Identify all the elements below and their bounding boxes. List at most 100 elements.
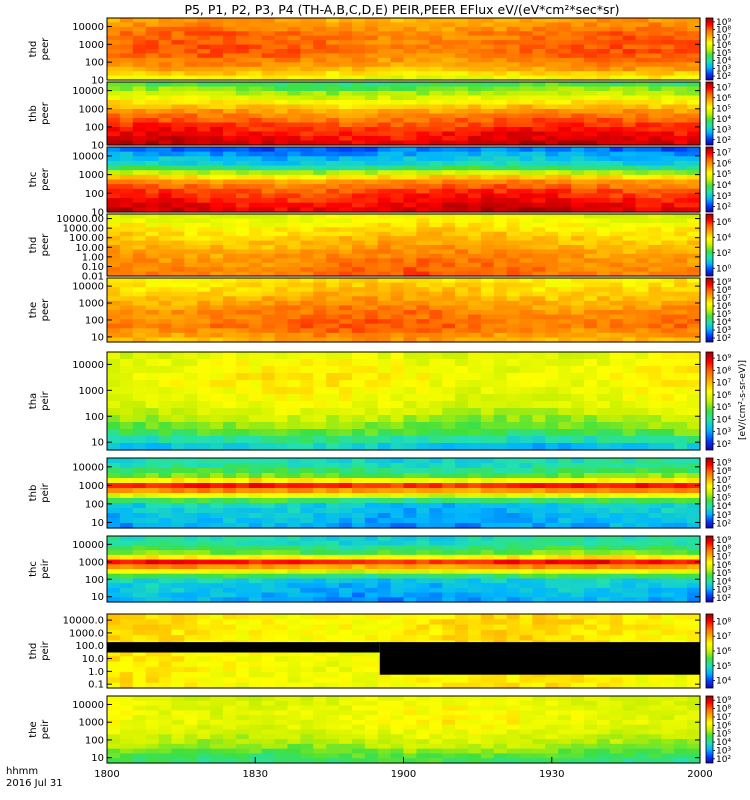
colorbar-tick-label: 10⁷ [716,294,731,304]
colorbar-tick-label: 10⁶ [716,41,731,51]
colorbar-tick-label: 10⁴ [716,738,731,748]
ylabel-peir: peir [40,482,51,502]
ytick-label: 100 [85,122,104,133]
ylabel-peer: peer [40,233,51,257]
colorbar-tick-label: 10⁷ [716,713,731,723]
time-format-label: hhmm [6,766,38,777]
colorbar-tick-label: 10⁶ [716,647,731,657]
colorbar-tick-label: 10⁸ [716,366,731,376]
ytick-label: 10000 [72,282,104,293]
ylabel-peer: peer [40,101,51,125]
colorbar-tick-label: 10² [716,440,731,450]
time-tick-label: 1830 [243,769,268,780]
ytick-label: 1000 [79,718,104,729]
ytick-label: 1000 [79,386,104,397]
colorbar-tick-label: 10⁴ [716,57,731,67]
colorbar-tick-label: 10² [716,755,731,765]
colorbar-tick-label: 10⁹ [716,354,731,364]
ytick-label: 100 [85,315,104,326]
ytick-label: 10 [91,753,104,764]
colorbar-tick-label: 10⁴ [716,677,731,687]
ylabel-thc: thc [28,561,39,577]
colorbar-tick-label: 10⁶ [716,94,731,104]
colorbar-tick-label: 10² [716,594,731,604]
ytick-label: 100 [85,412,104,423]
colorbar-tick-label: 10⁷ [716,476,731,486]
spectrogram-thd-peer-1 [107,18,701,81]
colorbar-tick-label: 10³ [716,125,731,135]
colorbar-tick-label: 10³ [716,428,731,438]
time-tick-label: 2000 [687,769,712,780]
ylabel-thb: thb [28,485,39,502]
colorbar-tick-label: 10² [716,249,731,259]
colorbar-tick-label: 10³ [716,64,731,74]
ytick-label: 10000 [72,700,104,711]
colorbar-tick-label: 10⁵ [716,493,731,503]
colorbar-tick-label: 10⁷ [716,379,731,389]
colorbar-tick-label: 10⁵ [716,104,731,114]
colorbar-tick-label: 10⁹ [716,458,731,468]
ytick-label: 10000 [72,22,104,33]
colorbar-tick-label: 10⁹ [716,18,731,28]
time-tick-label: 1900 [391,769,416,780]
ytick-label: 10000.0 [63,616,104,627]
colorbar-tick-label: 10⁴ [716,577,731,587]
colorbar-tick-label: 10⁵ [716,170,731,180]
ytick-label: 100.00 [69,233,104,244]
ytick-label: 10 [91,141,104,152]
colorbar-tick-label: 10⁸ [716,705,731,715]
ytick-label: 10000 [72,462,104,473]
colorbar-tick-label: 10⁰ [716,264,731,274]
ytick-label: 1.0 [88,667,104,678]
colorbar-tick-label: 10⁶ [716,302,731,312]
ytick-label: 1000.0 [69,628,104,639]
ylabel-peir: peir [40,390,51,410]
ytick-label: 1000 [79,557,104,568]
ytick-label: 10000 [72,360,104,371]
colorbar-tick-label: 10⁵ [716,403,731,413]
spectrogram-tha-peir [107,352,701,451]
spectrogram-thc-peir [107,536,701,603]
colorbar-tick-label: 10⁸ [716,286,731,296]
ytick-label: 10000.00 [56,214,104,225]
ylabel-peer: peer [40,167,51,191]
ytick-label: 1000 [79,170,104,181]
colorbar-thd-peer-2: 10⁰ 10² 10⁴ 10⁶ [705,213,731,277]
colorbar-tick-label: 10² [716,136,731,146]
spectrogram-thb-peir [107,458,701,529]
colorbar-tick-label: 10⁴ [716,318,731,328]
ytick-label: 1000 [79,104,104,115]
colorbar-thd-peir: 10⁴ 10⁵ 10⁶ 10⁷ 10⁸ [705,613,731,689]
colorbar-tick-label: 10³ [716,511,731,521]
time-tick-label: 1930 [539,769,564,780]
colorbar-tick-label: 10⁴ [716,415,731,425]
footer-labels: hhmm 2016 Jul 31 [6,766,63,789]
time-axis: 1800 1830 1900 1930 2000 [94,757,713,780]
spectrogram-thc-peer [107,147,701,213]
colorbar-tick-label: 10⁴ [716,233,731,243]
colorbar-tick-label: 10⁵ [716,49,731,59]
ytick-label: 10.00 [75,243,104,254]
colorbar-tick-label: 10² [716,203,731,213]
ytick-label: 0.1 [88,680,104,691]
spectrogram-the-peir [107,696,701,764]
colorbar-tick-label: 10² [716,334,731,344]
colorbar-unit-label: [eV/(cm²-s-sr-eV)] [738,360,748,440]
colorbar-tick-label: 10⁸ [716,467,731,477]
colorbar-tick-label: 10² [716,520,731,530]
colorbar-tick-label: 10⁵ [716,569,731,579]
ylabel-peer: peer [40,37,51,61]
ytick-label: 10.0 [82,654,104,665]
colorbar-tick-label: 10⁷ [716,83,731,93]
colorbar-tick-label: 10⁷ [716,33,731,43]
